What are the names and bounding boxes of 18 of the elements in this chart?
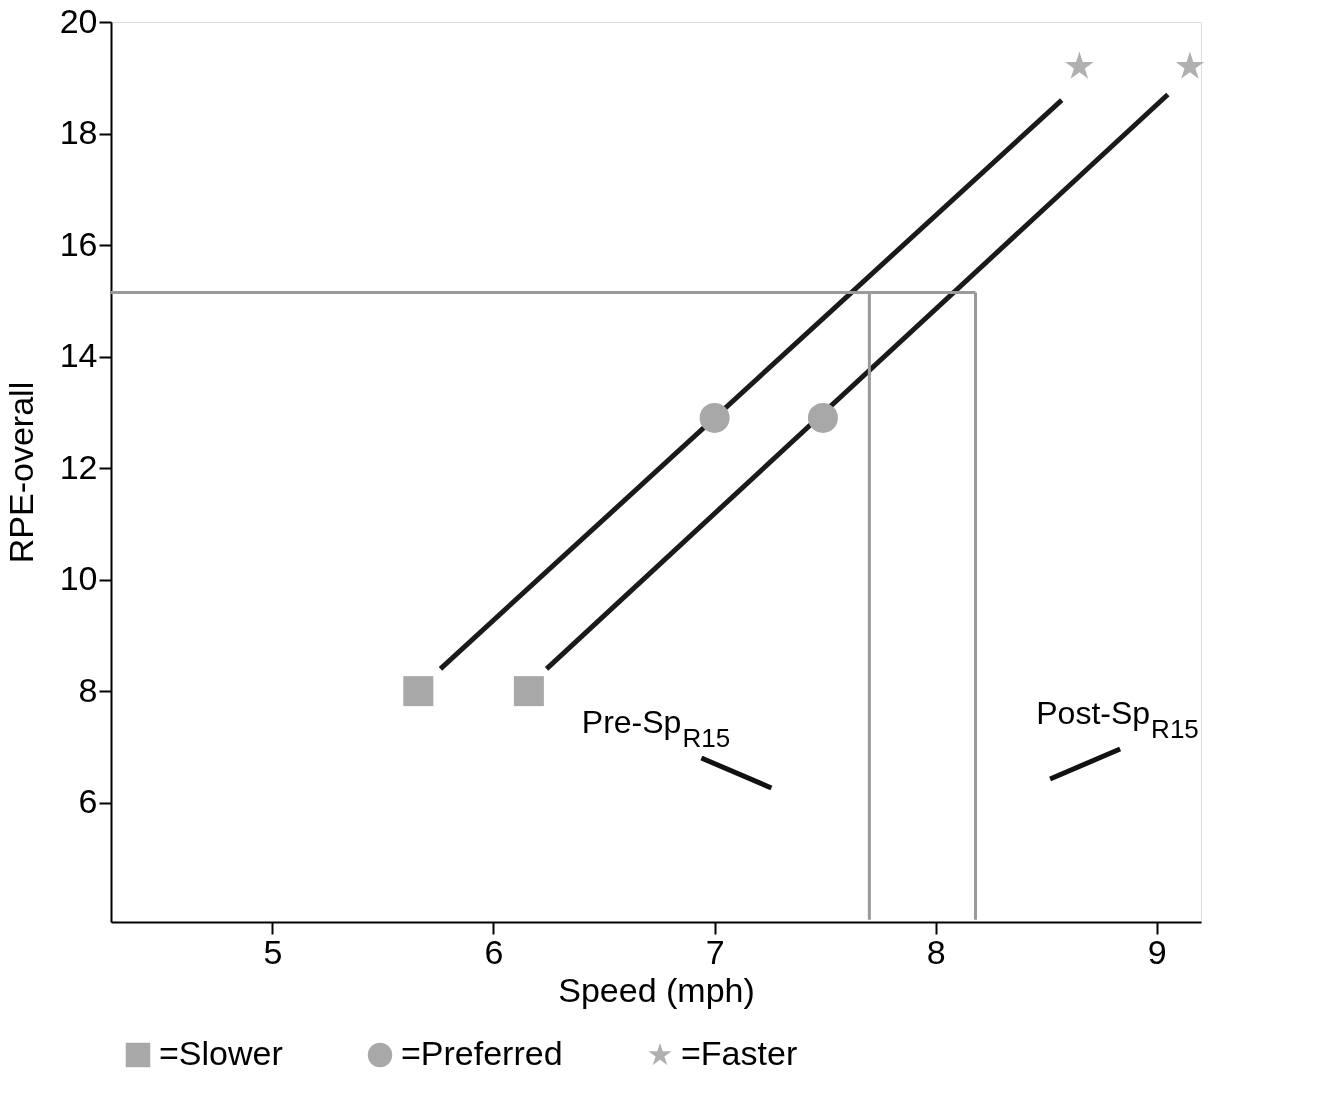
y-tick-label: 8 xyxy=(78,670,98,709)
y-tick-label: 14 xyxy=(59,336,98,375)
x-tick-label: 6 xyxy=(484,932,504,971)
legend-label: =Slower xyxy=(159,1034,283,1072)
x-tick-label: 9 xyxy=(1147,932,1167,971)
x-tick-label: 7 xyxy=(705,932,725,971)
x-tick-label: 5 xyxy=(263,932,283,971)
x-axis-title: Speed (mph) xyxy=(558,970,755,1009)
legend-label: =Faster xyxy=(681,1034,798,1072)
legend-label: =Preferred xyxy=(401,1034,563,1072)
y-tick-label: 6 xyxy=(78,782,98,821)
y-tick-label: 18 xyxy=(59,113,98,152)
y-tick-label: 20 xyxy=(59,1,98,40)
y-tick-label: 10 xyxy=(59,559,98,598)
y-axis-title: RPE-overall xyxy=(1,381,40,564)
x-tick-label: 8 xyxy=(926,932,946,971)
y-tick-label: 12 xyxy=(59,447,98,486)
y-tick-label: 16 xyxy=(59,224,98,263)
